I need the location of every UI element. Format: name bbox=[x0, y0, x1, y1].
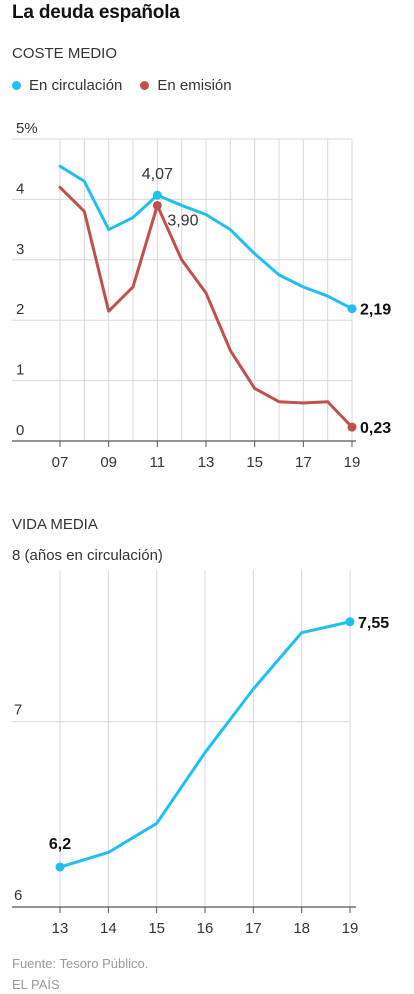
y-tick-label: 3 bbox=[16, 241, 24, 258]
x-tick-label: 15 bbox=[148, 920, 165, 937]
x-tick-label: 19 bbox=[342, 920, 359, 937]
data-point-marker bbox=[347, 304, 357, 314]
y-tick-label: 6 bbox=[14, 887, 22, 904]
chart1-section-title: COSTE MEDIO bbox=[12, 45, 118, 62]
legend-dot-circulacion bbox=[12, 81, 21, 90]
y-tick-label: 0 bbox=[16, 422, 24, 439]
source-note: Fuente: Tesoro Público. bbox=[12, 956, 149, 971]
data-point-marker bbox=[55, 862, 65, 872]
x-tick-label: 15 bbox=[246, 454, 263, 471]
x-tick-label: 09 bbox=[100, 454, 117, 471]
x-tick-label: 16 bbox=[197, 920, 214, 937]
y-tick-label: 1 bbox=[16, 362, 24, 379]
data-point-marker bbox=[347, 422, 357, 432]
x-tick-label: 18 bbox=[293, 920, 310, 937]
chart2-section-title: VIDA MEDIA bbox=[12, 516, 98, 533]
x-tick-label: 19 bbox=[344, 454, 361, 471]
legend-item-circulacion: En circulación bbox=[12, 77, 122, 94]
legend-dot-emision bbox=[140, 81, 150, 90]
data-point-marker bbox=[345, 617, 355, 627]
legend-item-emision: En emisión bbox=[140, 77, 232, 94]
x-tick-label: 11 bbox=[150, 454, 166, 471]
x-tick-label: 17 bbox=[295, 454, 312, 471]
chart1-legend: En circulación En emisión bbox=[12, 77, 250, 94]
data-point-marker bbox=[152, 190, 162, 200]
y-tick-label: 4 bbox=[16, 180, 24, 197]
page-title: La deuda española bbox=[12, 2, 180, 23]
data-label: 4,07 bbox=[142, 166, 173, 183]
y-axis-unit-label: 8 (años en circulación) bbox=[12, 547, 163, 564]
series-line-circulacion bbox=[58, 164, 354, 311]
data-label: 2,19 bbox=[360, 302, 391, 319]
data-label: 0,23 bbox=[360, 420, 391, 437]
x-tick-label: 17 bbox=[245, 920, 262, 937]
y-tick-label: 7 bbox=[14, 702, 22, 719]
chart-vida-media: 8 (años en circulación) 7 6 13 14 15 16 17 18 19 6… bbox=[12, 547, 389, 937]
y-tick-label: 5% bbox=[16, 120, 38, 137]
legend-label-emision: En emisión bbox=[157, 77, 232, 94]
data-label: 3,90 bbox=[167, 212, 198, 229]
data-point-marker bbox=[152, 200, 162, 210]
brand: EL PAÍS bbox=[12, 977, 60, 992]
x-tick-label: 13 bbox=[52, 920, 69, 937]
data-label: 7,55 bbox=[358, 615, 389, 632]
x-tick-label: 14 bbox=[100, 920, 117, 937]
legend-label-circulacion: En circulación bbox=[29, 77, 123, 94]
y-tick-label: 2 bbox=[16, 301, 24, 318]
x-tick-label: 13 bbox=[198, 454, 215, 471]
series-line-vida-media bbox=[58, 620, 352, 869]
x-tick-label: 07 bbox=[52, 454, 69, 471]
data-label: 6,2 bbox=[49, 836, 71, 853]
series-line-emision bbox=[58, 185, 354, 429]
chart-coste-medio: 0 1 2 3 4 5% 07 09 11 13 15 17 19 4,07 3,90 2,19 0,23 bbox=[12, 120, 391, 471]
